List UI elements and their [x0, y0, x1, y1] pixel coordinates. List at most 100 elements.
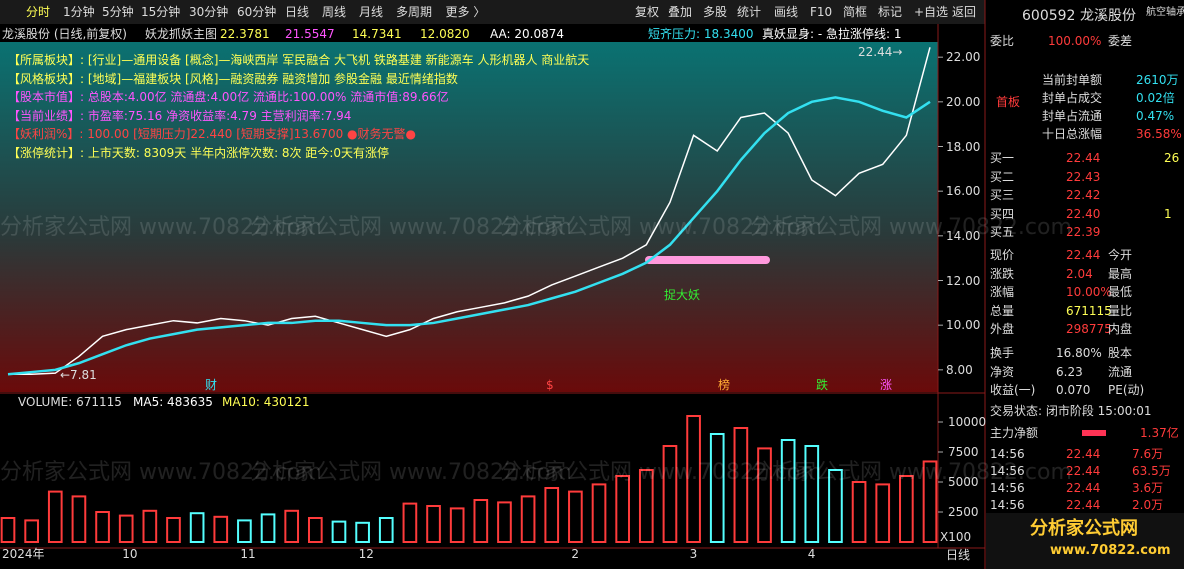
label: 涨跌 — [990, 266, 1015, 281]
y-tick-label: 18.00 — [946, 139, 981, 154]
volume-bar — [331, 520, 347, 543]
label: 收益(一) — [990, 383, 1036, 397]
volume-bar — [189, 512, 205, 544]
volume-bar — [828, 469, 843, 543]
period-label: 日线 — [946, 548, 971, 562]
watermark: 分析家公式网 www.70822.com — [750, 460, 1072, 485]
flow-bar — [1082, 430, 1106, 436]
volume-bar — [662, 445, 678, 543]
volume-bar — [922, 460, 938, 543]
label: 换手 — [990, 346, 1015, 360]
stock-name: 龙溪股份 — [1080, 8, 1136, 24]
info-line: 【妖利润%】: 100.00 [短期压力]22.440 [短期支撑]13.670… — [8, 127, 416, 141]
tab[interactable]: 多周期 — [396, 5, 433, 19]
value: 1.37亿 — [1140, 426, 1179, 440]
info-line: 【当前业绩】: 市盈率:75.16 净资收益率:4.79 主营利润率:7.94 — [8, 108, 352, 123]
volume-bar — [71, 495, 87, 543]
logo-bg — [986, 513, 1184, 569]
tool[interactable]: 简框 — [843, 5, 868, 19]
stock-code: 600592 — [1022, 8, 1076, 24]
watermark: 分析家公式网 www.70822.com — [500, 215, 822, 240]
value: 16.80% — [1056, 346, 1102, 360]
volume-bar — [899, 475, 914, 543]
tab[interactable]: 1分钟 — [63, 5, 95, 19]
indicator-value: 12.0820 — [420, 27, 470, 41]
value: 36.58% — [1136, 127, 1182, 141]
tool[interactable]: 复权 — [635, 5, 660, 19]
x-tick-label: 2 — [571, 547, 580, 561]
label: PE(动) — [1108, 383, 1145, 397]
volume-bar — [709, 433, 725, 543]
time: 14:56 — [990, 464, 1025, 478]
tool[interactable]: 叠加 — [668, 5, 693, 19]
label: 股本 — [1108, 346, 1133, 360]
value: 22.43 — [1066, 169, 1101, 184]
volume-bar — [568, 490, 583, 544]
info-line: 【所属板块】: [行业]—通用设备 [概念]—海峡西岸 军民融合 大飞机 铁路基… — [8, 53, 590, 67]
indicator-value: 真妖显身: - — [762, 27, 823, 41]
time: 14:56 — [990, 498, 1025, 512]
tab[interactable]: 5分钟 — [102, 5, 134, 19]
tool[interactable]: 标记 — [878, 5, 903, 19]
tab[interactable]: 分时 — [26, 5, 51, 19]
label: 涨幅 — [990, 285, 1015, 299]
label: 最高 — [1108, 266, 1133, 281]
volume-bar — [851, 481, 867, 543]
price: 22.44 — [1066, 464, 1101, 478]
logo-name: 分析家公式网 — [1030, 518, 1138, 539]
value: 22.39 — [1066, 225, 1101, 239]
volume: 3.6万 — [1132, 481, 1164, 495]
tool[interactable]: 返回 — [952, 5, 977, 19]
volume-header: MA10: 430121 — [222, 395, 310, 409]
volume-bar — [166, 517, 181, 543]
tool[interactable]: 画线 — [774, 5, 799, 19]
price-area — [0, 42, 938, 392]
volume-header: VOLUME: 671115 — [18, 395, 122, 409]
tab[interactable]: 30分钟 — [189, 5, 229, 19]
marker: 涨 — [880, 378, 893, 392]
value: 100.00% — [1048, 34, 1102, 48]
tab[interactable]: 60分钟 — [237, 5, 277, 19]
volume-bar — [95, 511, 110, 543]
label: 量比 — [1108, 303, 1133, 318]
volume-bar — [875, 483, 891, 543]
value: 671115 — [1066, 303, 1112, 318]
volume-bar — [378, 517, 394, 543]
annotation: ←7.81 — [60, 368, 97, 382]
annotation: 22.44→ — [858, 45, 903, 59]
marker: 跌 — [816, 378, 829, 392]
y-tick-label: 10000 — [948, 415, 987, 429]
value: 0.02倍 — [1136, 91, 1175, 105]
volume-bar — [260, 513, 276, 544]
x-tick-label: 2024年 — [2, 547, 45, 561]
label: 今开 — [1108, 248, 1133, 262]
price: 22.44 — [1066, 498, 1101, 512]
volume-bar — [307, 517, 323, 543]
status: 交易状态: 闭市阶段 15:00:01 — [990, 404, 1152, 418]
tab[interactable]: 周线 — [322, 5, 347, 19]
volume-bar — [733, 427, 749, 543]
tab[interactable]: 月线 — [359, 5, 384, 19]
watermark: 分析家公式网 www.70822.com — [750, 215, 1072, 240]
label: 封单占流通 — [1042, 109, 1103, 123]
tab[interactable]: 15分钟 — [141, 5, 181, 19]
indicator-value: 22.3781 — [220, 27, 270, 41]
tool[interactable]: +自选 — [914, 5, 949, 19]
label: 最低 — [1108, 285, 1133, 299]
label: 流通 — [1108, 364, 1133, 379]
tab[interactable]: 日线 — [285, 5, 310, 19]
tool[interactable]: 多股 — [703, 5, 728, 19]
label: 总量 — [990, 303, 1015, 318]
tool[interactable]: F10 — [810, 5, 833, 19]
info-line: 【涨停统计】: 上市天数: 8309天 半年内涨停次数: 8次 距今:0天有涨停 — [8, 145, 390, 160]
volume: 7.6万 — [1132, 447, 1164, 461]
indicator-value: 急拉涨停线: 1 — [826, 27, 902, 41]
volume-bar — [615, 475, 631, 543]
label: 买三 — [990, 188, 1015, 202]
tab[interactable]: 更多 〉 — [445, 5, 486, 19]
unit-label: X100 — [940, 530, 972, 544]
tool[interactable]: 统计 — [737, 5, 762, 19]
indicator-value: AA: 20.0874 — [490, 27, 565, 41]
